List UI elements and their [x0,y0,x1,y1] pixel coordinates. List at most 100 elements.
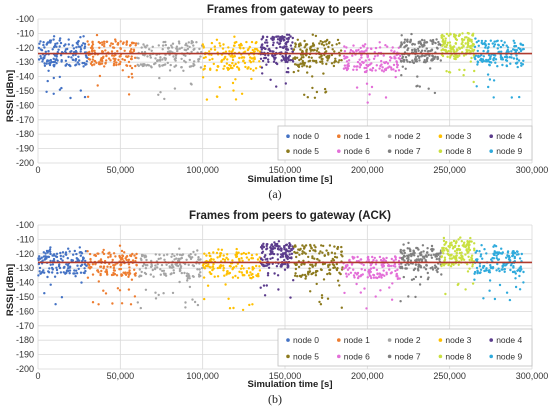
data-point [54,303,57,306]
data-point [59,257,63,260]
data-point [356,271,360,275]
data-point [51,263,55,266]
data-point [91,55,95,58]
legend-item: node 1 [337,335,370,345]
data-point [231,56,234,59]
data-point [497,267,500,270]
data-point [514,277,517,280]
data-point [83,267,86,270]
data-point [39,48,42,51]
data-point [455,254,458,257]
data-point [432,40,435,44]
data-point [338,54,341,57]
data-point [411,60,414,64]
data-point [261,72,264,75]
data-point [388,286,391,289]
data-point [42,41,45,44]
data-point [478,265,482,268]
data-point [374,46,378,50]
data-point [270,243,274,246]
data-point [68,265,72,268]
data-point [266,243,269,246]
data-point [68,272,71,275]
data-point [271,245,275,248]
data-point [473,45,477,48]
data-point [188,58,191,62]
data-point [110,42,113,45]
data-point [481,257,484,260]
data-point [503,41,506,44]
data-point [337,61,340,64]
data-point [251,303,254,306]
data-point [288,247,291,250]
data-point [389,272,393,275]
data-point [52,92,55,96]
data-point [512,57,516,60]
data-point [319,60,322,64]
data-point [518,267,521,270]
data-point [425,255,428,258]
data-point [489,266,493,270]
data-point [474,54,478,57]
data-point [219,252,222,255]
data-point [80,44,84,47]
data-point [205,264,209,268]
legend-marker [489,149,494,153]
data-point [171,291,175,295]
data-point [372,276,376,279]
data-point [356,60,360,64]
data-point [127,75,130,79]
data-point [74,57,78,61]
data-point [178,47,181,50]
data-point [479,268,483,271]
data-point [319,40,322,43]
data-point [130,66,134,70]
data-point [466,240,469,243]
data-point [241,259,244,262]
data-point [184,54,187,57]
data-point [56,50,59,54]
data-point [482,297,485,300]
data-point [513,251,517,255]
data-point [431,268,435,271]
data-point [271,256,274,260]
series-node-1 [86,244,138,306]
data-point [450,46,454,49]
data-point [432,57,435,60]
data-point [294,267,298,271]
data-point [96,84,99,87]
data-point [458,248,461,251]
data-point [257,272,260,276]
data-point [162,254,166,257]
data-point [396,63,399,67]
data-point [460,240,463,243]
data-point [129,303,133,306]
data-point [353,276,356,279]
data-point [91,47,94,50]
data-point [510,50,513,53]
data-point [426,278,430,281]
data-point [402,275,405,279]
data-point [412,268,416,272]
data-point [435,38,438,41]
data-point [249,56,252,59]
data-point [405,58,408,62]
data-point [297,64,300,67]
data-point [366,276,369,279]
data-point [149,54,152,57]
data-point [468,267,471,270]
data-point [158,76,161,80]
data-point [383,274,386,277]
data-point [500,50,503,53]
data-point [362,45,366,48]
data-point [61,259,64,262]
legend-label: node 6 [344,351,370,361]
data-point [423,49,427,52]
data-point [501,264,504,268]
data-point [213,45,216,48]
data-point [288,253,291,256]
data-point [109,265,112,269]
data-point [235,252,238,255]
legend-label: node 6 [344,146,370,156]
data-point [154,264,157,267]
